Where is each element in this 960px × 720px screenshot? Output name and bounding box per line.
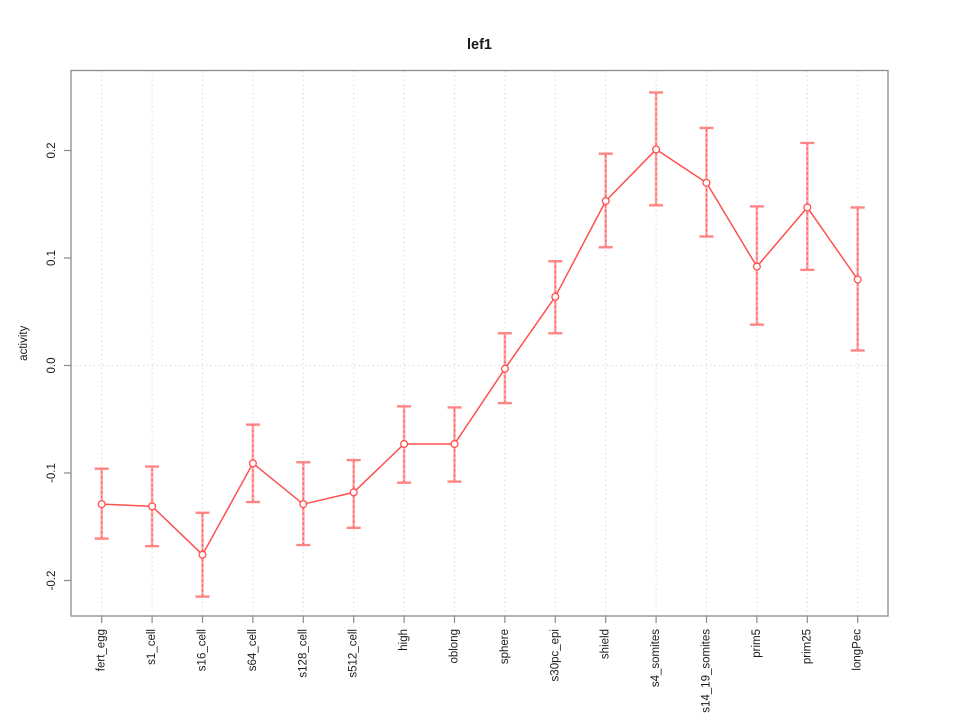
data-point-marker	[248, 459, 257, 468]
x-tick-label: high	[398, 629, 410, 651]
x-tick-label: s16_cell	[197, 629, 209, 671]
plot-box	[70, 69, 889, 617]
y-tick-label: -0.1	[46, 463, 58, 483]
data-point-marker	[601, 196, 610, 206]
data-point-marker	[702, 178, 711, 187]
data-point-marker	[198, 550, 207, 559]
x-tick-label: s512_cell	[348, 629, 360, 678]
data-point-marker	[299, 500, 308, 509]
y-tick-label: 0.0	[46, 358, 58, 374]
y-axis-label: activity	[18, 325, 30, 360]
grid-layer	[71, 70, 888, 616]
data-point-marker	[803, 203, 812, 212]
chart-title: lef1	[467, 37, 492, 53]
series-layer	[101, 148, 859, 556]
series-line	[101, 148, 859, 556]
data-point-marker	[752, 262, 761, 271]
data-point-marker	[853, 275, 862, 284]
x-tick-label: oblong	[449, 629, 461, 664]
x-tick-label: s14_19_somites	[701, 629, 713, 713]
x-tick-label: prim25	[801, 629, 813, 664]
data-point-marker	[652, 145, 661, 154]
y-tick-label: 0.1	[46, 250, 58, 266]
x-tick-label: fert_egg	[96, 629, 108, 671]
data-point-marker	[97, 500, 106, 509]
data-point-marker	[400, 439, 409, 449]
x-tick-label: shield	[600, 629, 612, 659]
x-tick-label: s128_cell	[297, 629, 309, 678]
y-tick-label: -0.2	[46, 571, 58, 591]
data-point-marker	[148, 502, 157, 511]
x-tick-label: longPec	[852, 629, 864, 671]
y-tick-label: 0.2	[46, 143, 58, 159]
x-tick-label: s30pc_epi	[549, 629, 561, 681]
x-tick-label: s1_cell	[146, 629, 158, 665]
x-tick-label: s64_cell	[247, 629, 259, 671]
data-point-marker	[450, 439, 459, 449]
errorbar-layer	[94, 91, 865, 598]
x-tick-label: prim5	[751, 629, 763, 658]
x-tick-label: sphere	[499, 629, 511, 664]
data-point-marker	[500, 364, 509, 373]
data-point-marker	[551, 292, 560, 301]
marker-layer	[97, 145, 862, 559]
data-point-marker	[349, 488, 358, 497]
x-tick-label: s4_somites	[650, 629, 662, 687]
axis-layer: -0.2 -0.1 0.0 0.1 0.2 fert_egg s1_cell s16_cell…	[46, 143, 864, 713]
